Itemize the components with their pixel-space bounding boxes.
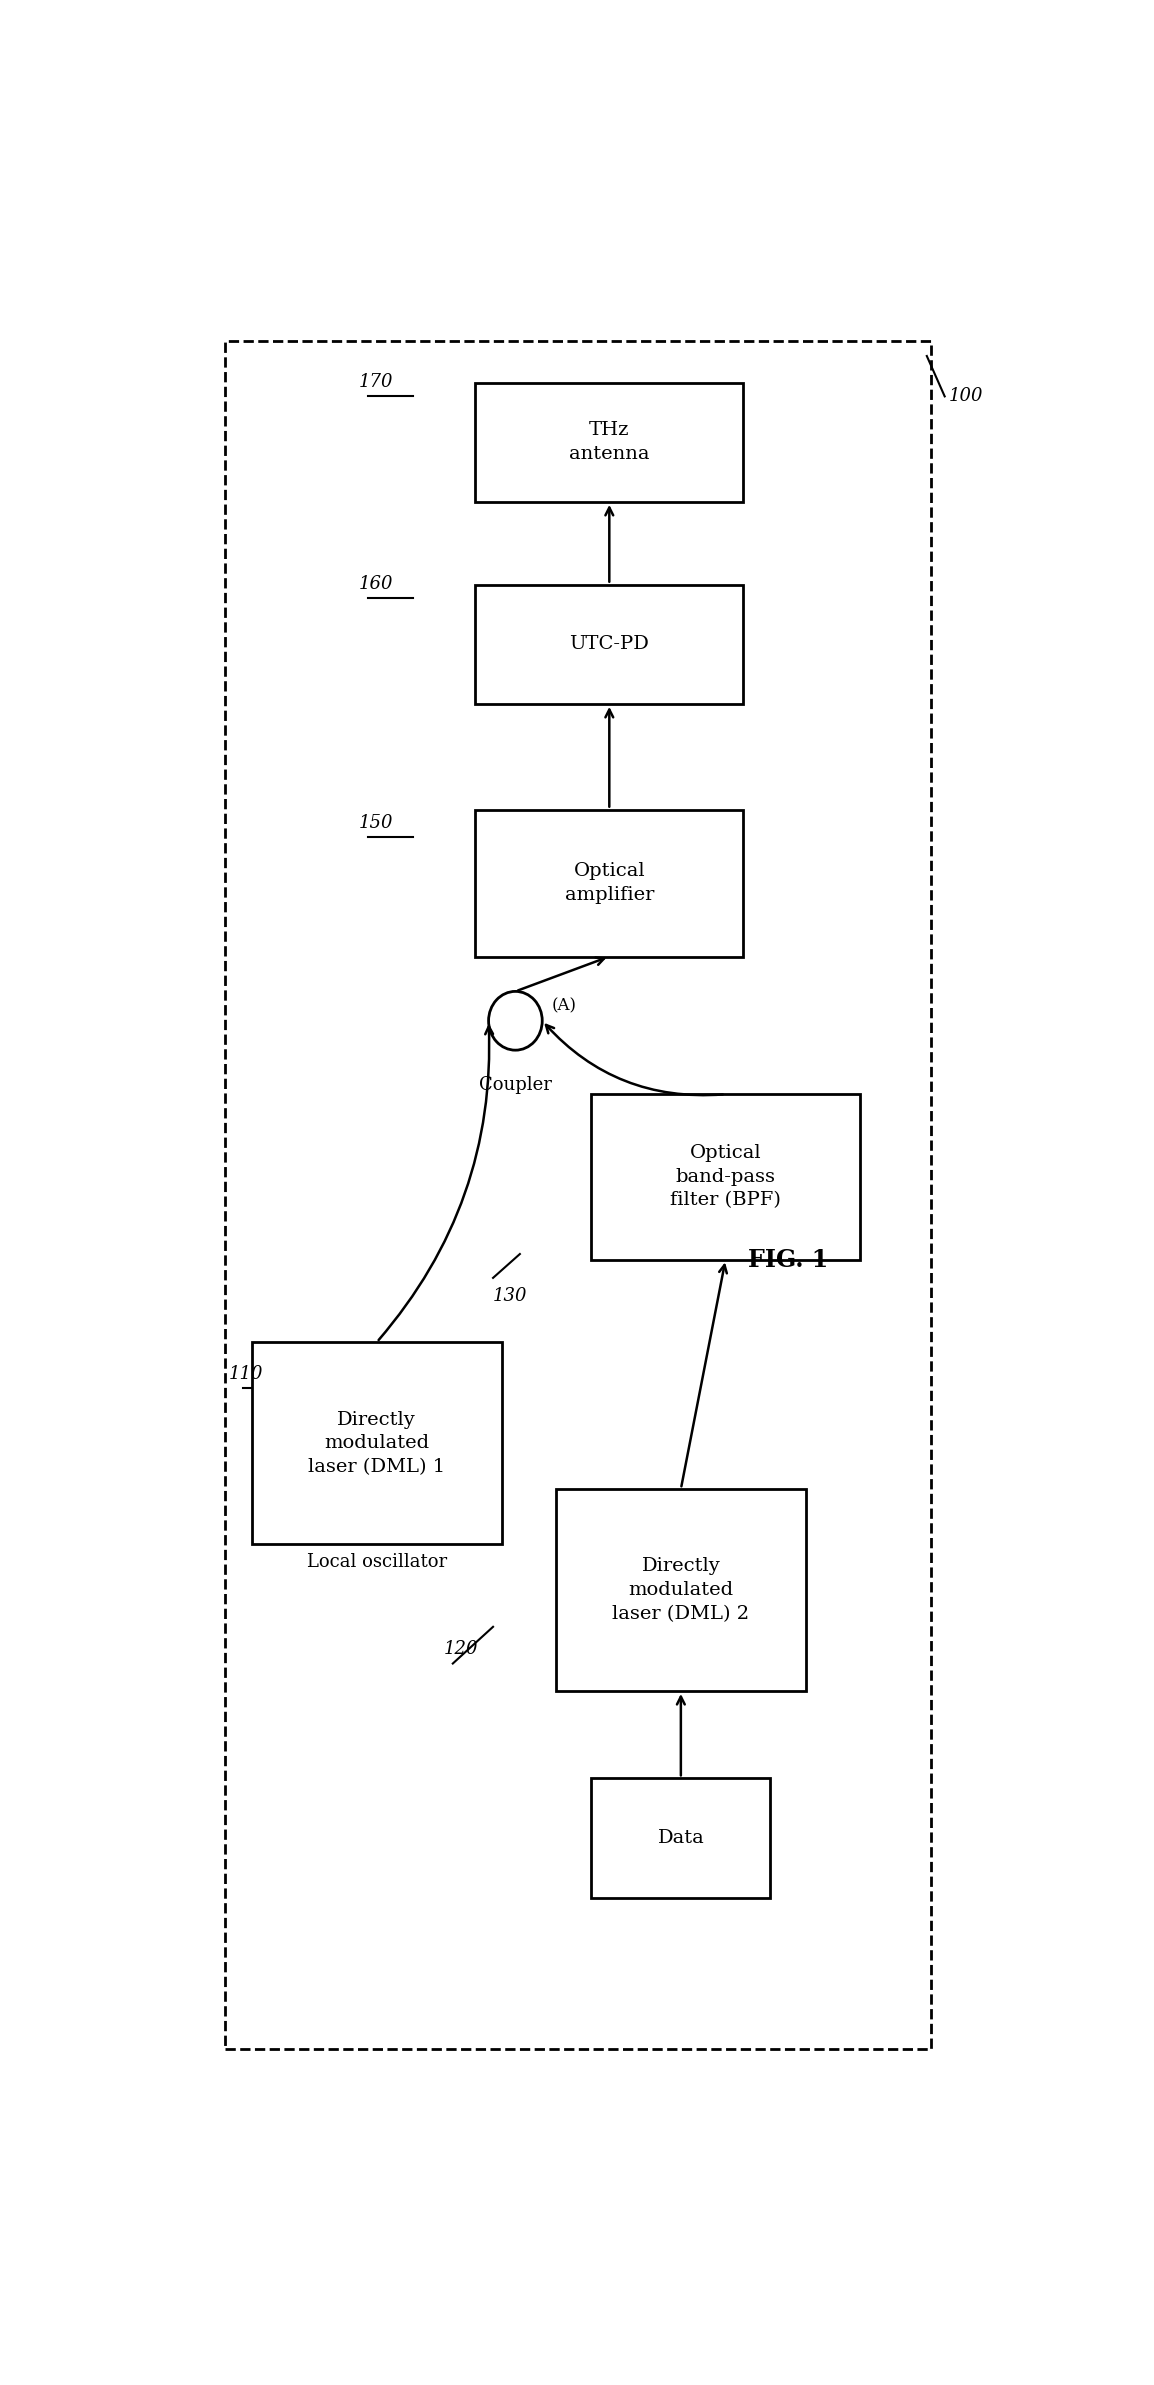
Text: FIG. 1: FIG. 1 xyxy=(748,1247,829,1271)
Text: Optical
band-pass
filter (BPF): Optical band-pass filter (BPF) xyxy=(670,1145,781,1209)
Text: Directly
modulated
laser (DML) 2: Directly modulated laser (DML) 2 xyxy=(613,1557,749,1622)
Bar xyxy=(592,1095,860,1259)
Text: 100: 100 xyxy=(950,386,983,405)
Text: Optical
amplifier: Optical amplifier xyxy=(564,863,654,904)
Bar xyxy=(252,1343,502,1543)
Text: THz
antenna: THz antenna xyxy=(569,422,650,463)
Bar xyxy=(225,341,931,2049)
Text: UTC-PD: UTC-PD xyxy=(569,634,650,653)
Text: 120: 120 xyxy=(444,1641,479,1658)
Bar xyxy=(475,809,743,956)
Text: (A): (A) xyxy=(552,997,576,1014)
Text: Local oscillator: Local oscillator xyxy=(307,1553,447,1572)
Text: 150: 150 xyxy=(359,813,394,832)
Text: Data: Data xyxy=(658,1829,704,1846)
Text: Directly
modulated
laser (DML) 1: Directly modulated laser (DML) 1 xyxy=(308,1410,445,1476)
Bar xyxy=(475,584,743,704)
Text: 110: 110 xyxy=(230,1364,264,1383)
Ellipse shape xyxy=(488,992,542,1049)
Text: 130: 130 xyxy=(493,1288,527,1305)
Text: 160: 160 xyxy=(359,575,394,594)
Text: Coupler: Coupler xyxy=(479,1076,552,1095)
Text: 170: 170 xyxy=(359,372,394,391)
Bar xyxy=(475,382,743,501)
Bar xyxy=(592,1779,771,1898)
Bar xyxy=(556,1488,807,1691)
